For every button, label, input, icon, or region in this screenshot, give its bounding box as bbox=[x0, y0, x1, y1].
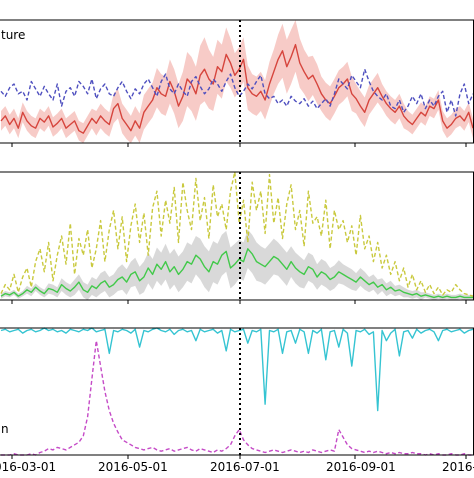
x-tick-label-4: 2016-1 bbox=[442, 460, 474, 474]
panel-top: ture bbox=[0, 19, 474, 147]
middle-series-1-band bbox=[1, 229, 473, 300]
bottom-series-0-line bbox=[0, 327, 474, 412]
top-label-fragment: ture bbox=[1, 28, 25, 42]
panel-bottom: n bbox=[0, 327, 474, 459]
x-tick-label-2: 2016-07-01 bbox=[210, 460, 280, 474]
top-series-0-band bbox=[1, 20, 473, 143]
bottom-series-1-line bbox=[1, 340, 473, 456]
middle-series-1-line bbox=[0, 248, 473, 299]
middle-series-0-line bbox=[0, 171, 474, 297]
x-tick-label-3: 2016-09-01 bbox=[326, 460, 396, 474]
top-series-1-line bbox=[0, 68, 474, 117]
x-tick-label-0: 016-03-01 bbox=[0, 460, 56, 474]
x-tick-label-1: 2016-05-01 bbox=[98, 460, 168, 474]
panel-middle bbox=[0, 171, 474, 304]
x-axis: 016-03-01 2016-05-01 2016-07-01 2016-09-01 2… bbox=[0, 460, 474, 474]
top-series-0-line bbox=[0, 43, 474, 134]
bottom-label-fragment: n bbox=[1, 422, 9, 436]
